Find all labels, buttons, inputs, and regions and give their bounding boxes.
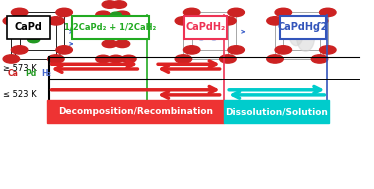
Circle shape bbox=[275, 46, 292, 54]
FancyBboxPatch shape bbox=[7, 16, 50, 39]
Circle shape bbox=[311, 17, 328, 25]
Ellipse shape bbox=[289, 23, 303, 46]
Circle shape bbox=[275, 8, 292, 17]
Circle shape bbox=[220, 55, 236, 63]
Circle shape bbox=[121, 55, 136, 63]
Circle shape bbox=[228, 46, 245, 54]
Ellipse shape bbox=[297, 24, 315, 51]
Circle shape bbox=[115, 40, 130, 48]
Circle shape bbox=[112, 1, 126, 8]
Circle shape bbox=[267, 55, 283, 63]
Text: H₂: H₂ bbox=[41, 69, 51, 78]
Circle shape bbox=[102, 40, 117, 48]
FancyBboxPatch shape bbox=[72, 16, 148, 39]
Text: Pd: Pd bbox=[25, 69, 37, 78]
Circle shape bbox=[96, 55, 111, 63]
Circle shape bbox=[11, 46, 28, 54]
Circle shape bbox=[28, 37, 40, 43]
Circle shape bbox=[296, 32, 308, 38]
Text: CaPd: CaPd bbox=[15, 22, 42, 32]
Circle shape bbox=[319, 8, 336, 17]
Text: Decomposition/Recombination: Decomposition/Recombination bbox=[58, 107, 213, 116]
Text: Ca: Ca bbox=[7, 69, 18, 78]
Circle shape bbox=[56, 46, 72, 54]
Circle shape bbox=[3, 17, 19, 25]
Circle shape bbox=[220, 17, 236, 25]
Circle shape bbox=[105, 25, 120, 33]
Circle shape bbox=[197, 36, 205, 40]
Circle shape bbox=[111, 12, 121, 18]
Circle shape bbox=[202, 32, 214, 38]
Circle shape bbox=[125, 25, 139, 33]
Circle shape bbox=[319, 46, 336, 54]
FancyBboxPatch shape bbox=[0, 0, 374, 81]
FancyBboxPatch shape bbox=[47, 100, 224, 123]
Circle shape bbox=[47, 17, 64, 25]
Circle shape bbox=[102, 1, 117, 8]
Circle shape bbox=[183, 46, 200, 54]
Text: CaPdH₂: CaPdH₂ bbox=[186, 22, 226, 32]
Text: Dissolution/Solution: Dissolution/Solution bbox=[225, 107, 328, 116]
Text: ≥ 573 K: ≥ 573 K bbox=[3, 64, 37, 73]
Circle shape bbox=[56, 8, 72, 17]
Text: CaPdHɠ2: CaPdHɠ2 bbox=[278, 22, 328, 32]
FancyBboxPatch shape bbox=[279, 16, 326, 39]
Circle shape bbox=[118, 20, 129, 25]
Circle shape bbox=[311, 55, 328, 63]
Circle shape bbox=[175, 55, 191, 63]
Circle shape bbox=[183, 8, 200, 17]
FancyBboxPatch shape bbox=[184, 16, 227, 39]
Circle shape bbox=[104, 20, 115, 25]
Circle shape bbox=[3, 55, 19, 63]
Circle shape bbox=[228, 8, 245, 17]
Circle shape bbox=[210, 36, 218, 40]
FancyBboxPatch shape bbox=[224, 100, 329, 123]
Circle shape bbox=[115, 11, 130, 19]
Text: 1/2CaPd₂ + 1/2CaH₂: 1/2CaPd₂ + 1/2CaH₂ bbox=[64, 23, 156, 32]
Circle shape bbox=[35, 32, 47, 38]
Circle shape bbox=[96, 11, 111, 19]
Circle shape bbox=[108, 55, 123, 63]
Circle shape bbox=[267, 17, 283, 25]
Circle shape bbox=[175, 17, 191, 25]
Circle shape bbox=[11, 8, 28, 17]
Text: ≤ 523 K: ≤ 523 K bbox=[3, 90, 37, 99]
Circle shape bbox=[47, 55, 64, 63]
